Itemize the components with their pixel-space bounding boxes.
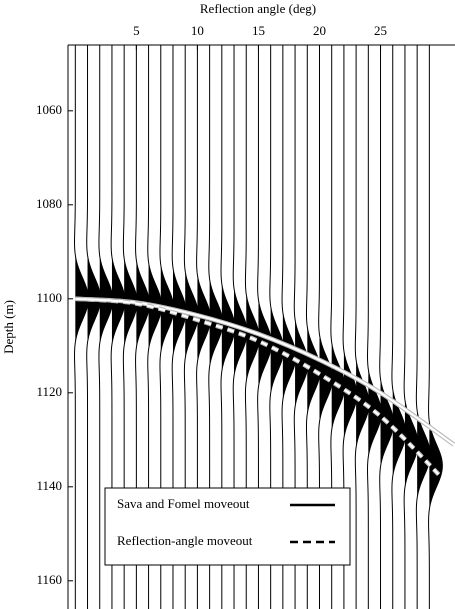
trace <box>403 45 419 609</box>
trace <box>98 45 114 609</box>
trace-fill <box>392 355 406 511</box>
legend-box <box>104 487 351 566</box>
x-tick-label: 5 <box>133 23 140 38</box>
moveout-curve <box>75 297 443 479</box>
trace-fill <box>295 285 309 441</box>
x-tick-label: 20 <box>313 23 326 38</box>
trace <box>428 45 443 609</box>
legend-label: Sava and Fomel moveout <box>117 496 250 511</box>
x-tick-label: 15 <box>252 23 265 38</box>
y-axis-label: Depth (m) <box>1 300 16 354</box>
trace-fill <box>417 376 431 532</box>
y-tick-label: 1120 <box>36 384 62 399</box>
y-tick-label: 1080 <box>36 196 62 211</box>
legend-label: Reflection-angle moveout <box>117 533 253 548</box>
y-tick-label: 1160 <box>36 572 62 587</box>
y-tick-label: 1100 <box>36 290 62 305</box>
trace-fill <box>209 245 223 401</box>
trace <box>391 45 407 609</box>
x-tick-label: 25 <box>374 23 387 38</box>
trace-fill <box>282 278 296 434</box>
trace <box>74 45 89 609</box>
trace <box>367 45 382 609</box>
y-tick-label: 1140 <box>36 478 62 493</box>
trace-fill <box>307 292 321 448</box>
y-tick-label: 1060 <box>36 102 62 117</box>
x-tick-label: 10 <box>191 23 204 38</box>
trace <box>415 45 431 609</box>
trace-fill <box>343 317 357 473</box>
trace-fill <box>429 388 443 544</box>
trace <box>86 45 102 609</box>
trace-fill <box>356 326 370 482</box>
trace <box>379 45 395 609</box>
trace <box>354 45 370 609</box>
x-axis-label: Reflection angle (deg) <box>200 1 316 16</box>
